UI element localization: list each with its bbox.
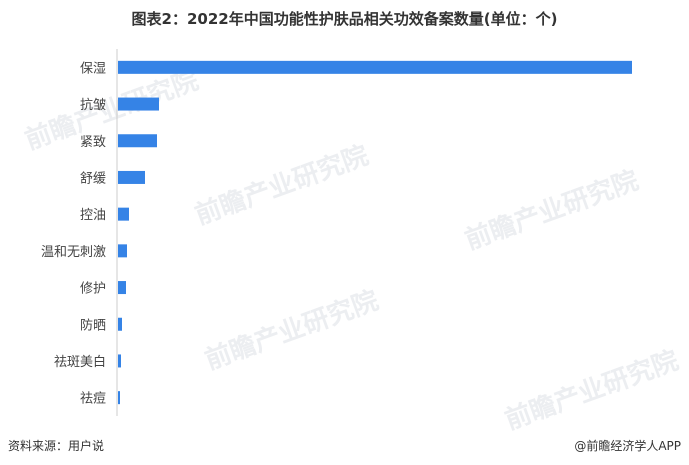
category-label: 控油 xyxy=(80,208,106,223)
chart-title: 图表2：2022年中国功能性护肤品相关功效备案数量(单位：个) xyxy=(131,10,558,28)
category-label: 舒缓 xyxy=(80,171,106,186)
category-label: 祛痘 xyxy=(80,391,106,407)
bar-祛痘 xyxy=(118,391,120,405)
bar-祛斑美白 xyxy=(118,354,121,368)
category-label: 温和无刺激 xyxy=(41,245,106,260)
bar-抗皱 xyxy=(118,97,159,111)
category-label: 保湿 xyxy=(80,61,106,76)
category-label: 防晒 xyxy=(80,317,106,333)
source-note: 资料来源：用户说 xyxy=(8,439,105,453)
category-label: 抗皱 xyxy=(80,97,106,113)
bar-保湿 xyxy=(118,60,632,74)
bar-修护 xyxy=(118,281,126,295)
brand-credit: @前瞻经济学人APP xyxy=(574,439,681,453)
bar-温和无刺激 xyxy=(118,244,127,258)
bar-紧致 xyxy=(118,134,157,148)
category-label: 修护 xyxy=(80,282,106,297)
bar-防晒 xyxy=(118,317,122,331)
category-label: 紧致 xyxy=(80,135,106,150)
category-label: 祛斑美白 xyxy=(54,354,106,370)
bar-控油 xyxy=(118,207,129,221)
bar-舒缓 xyxy=(118,170,145,184)
